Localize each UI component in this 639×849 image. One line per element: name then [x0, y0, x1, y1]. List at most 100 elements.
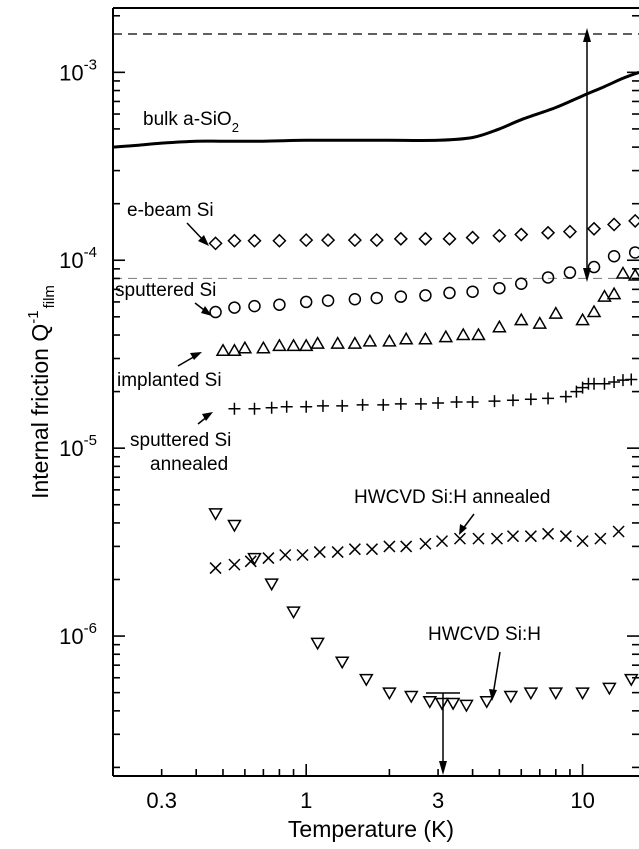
data-point-cross: [365, 543, 379, 556]
data-point-circle: [209, 305, 222, 319]
y-axis-title-sub: film: [41, 285, 58, 308]
y-tick-label-exp: -5: [84, 432, 97, 449]
data-point-triangle-down: [434, 697, 450, 711]
data-point-triangle-up: [627, 267, 639, 281]
data-point-triangle-up: [575, 312, 590, 326]
x-axis-ticks: 0.3 1 3 10: [112, 764, 595, 813]
x-tick-label: 0.3: [146, 788, 177, 813]
data-point-circle: [515, 277, 528, 290]
data-point-cross: [400, 540, 413, 553]
data-point-cross: [419, 537, 432, 550]
data-point-cross: [612, 525, 625, 538]
data-point-cross: [472, 532, 485, 545]
series-1: [208, 213, 639, 251]
data-point-triangle-down: [445, 697, 461, 711]
data-point-cross: [524, 530, 537, 543]
data-point-plus: [394, 397, 407, 410]
data-point-triangle-down: [227, 519, 242, 533]
data-point-triangle-down: [359, 673, 374, 687]
data-point-triangle-down: [422, 695, 438, 709]
data-point-plus: [356, 398, 369, 411]
data-point-cross: [576, 535, 589, 548]
data-point-triangle-down: [286, 606, 301, 620]
data-point-triangle-up: [586, 304, 602, 318]
y-axis-title-main: Internal friction Q: [27, 324, 53, 499]
y-axis-title: Internal friction Q-1 film: [25, 285, 58, 499]
data-point-circle: [587, 260, 601, 274]
x-tick-label: 1: [300, 788, 312, 813]
data-point-circle: [443, 286, 456, 300]
data-point-triangle-up: [310, 336, 325, 349]
data-point-plus: [608, 375, 621, 388]
data-point-plus: [432, 396, 445, 409]
data-point-triangle-up: [362, 333, 378, 347]
data-point-triangle-down: [503, 690, 519, 704]
data-point-diamond: [607, 217, 622, 232]
data-point-triangle-down: [479, 695, 495, 709]
data-point-cross: [262, 552, 275, 565]
data-point-diamond: [492, 228, 507, 243]
data-point-diamond: [393, 231, 408, 246]
data-point-plus: [625, 373, 638, 386]
data-point-circle: [299, 295, 313, 309]
data-point-cross: [209, 562, 222, 575]
data-point-cross: [296, 548, 309, 562]
data-point-diamond: [321, 233, 336, 248]
x-tick-label: 10: [570, 788, 594, 813]
data-point-triangle-up: [298, 338, 314, 352]
data-point-triangle-down: [602, 682, 617, 696]
right-range-arrow-head-bottom: [583, 268, 591, 282]
data-point-circle: [563, 266, 577, 279]
data-point-plus: [414, 397, 427, 410]
data-point-triangle-up: [237, 340, 253, 354]
data-point-plus: [316, 399, 329, 412]
y-tick-label-base: 10: [59, 60, 83, 85]
label-hwcvd-annealed: HWCVD Si:H annealed: [354, 487, 550, 508]
label-sputtered-si: sputtered Si: [115, 280, 216, 301]
y-tick-label-base: 10: [59, 624, 83, 649]
data-point-triangle-up: [615, 266, 631, 279]
y-tick-label: 10-5: [59, 432, 97, 461]
y-tick-label: 10-6: [59, 620, 97, 649]
data-point-diamond: [418, 231, 433, 246]
data-point-plus: [524, 393, 537, 406]
series-layer: [112, 70, 639, 713]
data-point-circle: [466, 285, 479, 298]
y-tick-label-base: 10: [59, 248, 83, 273]
arrowhead-implanted-si: [190, 352, 202, 360]
data-point-cross: [490, 532, 503, 545]
reference-lines: [113, 33, 639, 280]
data-point-cross: [559, 530, 572, 543]
data-point-plus: [450, 396, 463, 409]
data-point-triangle-up: [418, 331, 433, 345]
y-tick-label-exp: -3: [84, 56, 97, 73]
data-point-cross: [435, 535, 449, 548]
data-point-diamond: [540, 225, 556, 240]
x-axis-title: Temperature (K): [288, 816, 454, 842]
data-point-diamond: [442, 231, 457, 246]
right-range-arrow: [583, 28, 591, 282]
data-point-plus: [248, 402, 261, 415]
data-point-triangle-down: [310, 637, 325, 651]
data-point-plus: [506, 394, 519, 407]
y-tick-label-exp: -6: [84, 620, 97, 637]
data-point-triangle-up: [513, 312, 529, 326]
data-point-triangle-down: [623, 673, 639, 687]
series-4: [228, 373, 638, 415]
bottom-range-arrow: [426, 692, 460, 775]
label-sputtered-si-annealed-1: sputtered Si: [130, 430, 231, 451]
data-point-triangle-down: [334, 656, 350, 670]
arrowhead-sputtered-si-annealed: [202, 412, 213, 421]
data-point-circle: [370, 291, 383, 305]
data-point-plus: [559, 390, 572, 403]
data-point-triangle-down: [208, 508, 223, 521]
arrowhead-ebeam-si: [198, 235, 209, 246]
data-point-circle: [607, 250, 621, 263]
series-line-bulk-asio2: [112, 70, 639, 149]
data-point-triangle-up: [272, 338, 287, 352]
data-point-triangle-down: [264, 578, 279, 592]
y-tick-label-exp: -4: [84, 244, 97, 261]
data-point-circle: [493, 281, 506, 295]
data-point-triangle-down: [403, 690, 419, 704]
data-point-cross: [228, 558, 241, 571]
